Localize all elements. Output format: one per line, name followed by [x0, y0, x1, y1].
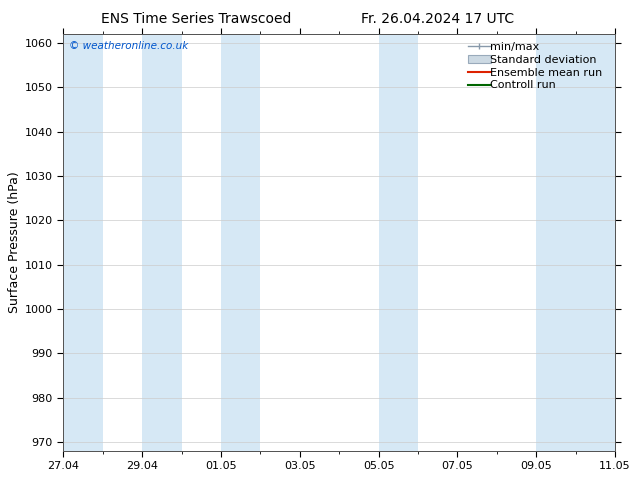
Text: Fr. 26.04.2024 17 UTC: Fr. 26.04.2024 17 UTC — [361, 12, 514, 26]
Bar — [142, 34, 181, 451]
Bar — [221, 34, 261, 451]
Bar — [536, 34, 576, 451]
Legend: min/max, Standard deviation, Ensemble mean run, Controll run: min/max, Standard deviation, Ensemble me… — [465, 39, 611, 94]
Text: ENS Time Series Trawscoed: ENS Time Series Trawscoed — [101, 12, 292, 26]
Bar — [63, 34, 103, 451]
Bar — [576, 34, 615, 451]
Bar — [378, 34, 418, 451]
Y-axis label: Surface Pressure (hPa): Surface Pressure (hPa) — [8, 172, 21, 314]
Text: © weatheronline.co.uk: © weatheronline.co.uk — [69, 41, 188, 50]
